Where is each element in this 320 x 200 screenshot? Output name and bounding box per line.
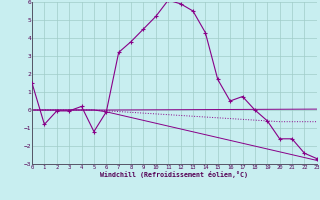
X-axis label: Windchill (Refroidissement éolien,°C): Windchill (Refroidissement éolien,°C) bbox=[100, 171, 248, 178]
